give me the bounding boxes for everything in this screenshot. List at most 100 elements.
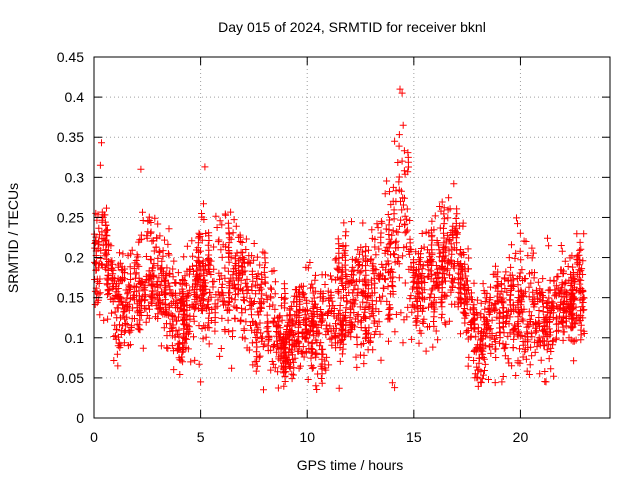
data-point (460, 251, 468, 259)
data-point (423, 257, 431, 265)
data-point (418, 274, 425, 282)
data-point (225, 258, 233, 266)
data-point (356, 303, 364, 311)
data-point (491, 379, 499, 387)
data-point (420, 243, 428, 251)
data-point (562, 308, 570, 315)
data-point (200, 216, 208, 223)
data-point (414, 307, 422, 315)
data-point (404, 303, 412, 311)
data-point (210, 243, 218, 251)
data-point (301, 311, 309, 319)
data-point (258, 335, 265, 343)
data-point (104, 281, 111, 289)
data-point (395, 131, 403, 139)
data-point (154, 283, 162, 291)
x-tick-label: 10 (299, 429, 315, 445)
data-point (109, 298, 117, 306)
data-point (354, 246, 362, 254)
data-point (180, 253, 188, 261)
data-point (407, 292, 415, 300)
data-point (405, 248, 413, 255)
data-point (100, 316, 108, 324)
data-point (397, 309, 405, 317)
data-point (516, 229, 524, 237)
data-point (359, 219, 367, 227)
data-point (511, 254, 519, 262)
data-point (253, 329, 261, 337)
data-point (391, 328, 399, 336)
data-point (579, 257, 587, 265)
data-point (127, 284, 134, 292)
data-point (112, 332, 119, 340)
data-point (252, 290, 260, 298)
data-point (539, 293, 547, 301)
data-point (428, 262, 436, 269)
plot-frame (93, 56, 611, 419)
data-point (141, 281, 149, 289)
data-point (569, 285, 576, 293)
data-point (198, 210, 205, 217)
data-point (391, 251, 399, 259)
data-point (470, 301, 478, 309)
data-point (226, 279, 234, 287)
data-point (102, 246, 110, 254)
data-point (128, 246, 136, 254)
data-point (379, 292, 387, 300)
data-point (269, 301, 277, 309)
data-point (346, 314, 354, 322)
data-point (539, 298, 546, 306)
data-point (531, 348, 539, 356)
data-point (175, 340, 183, 348)
data-point (447, 257, 455, 265)
data-point (312, 271, 319, 279)
data-point (478, 375, 486, 383)
data-point (267, 366, 275, 374)
data-point (507, 277, 515, 285)
data-point (221, 274, 229, 282)
data-point (549, 299, 557, 307)
data-point (319, 311, 327, 319)
data-point (469, 304, 477, 312)
data-point (470, 279, 478, 287)
data-point (289, 351, 296, 359)
data-point (319, 293, 327, 301)
data-point (379, 284, 387, 292)
data-point (309, 364, 317, 372)
data-point (246, 298, 254, 306)
data-point (577, 245, 585, 253)
data-point (342, 266, 350, 274)
data-point (227, 274, 235, 282)
data-point (114, 362, 122, 370)
data-point (415, 256, 423, 264)
data-point (309, 317, 317, 325)
data-point (396, 222, 403, 230)
data-point (465, 353, 473, 361)
data-point (479, 347, 487, 355)
data-point (420, 315, 428, 323)
data-point (271, 278, 279, 286)
data-point (266, 302, 274, 310)
data-point (543, 313, 551, 321)
data-point (322, 331, 330, 339)
data-point (392, 237, 400, 245)
data-point (392, 311, 400, 318)
data-point (430, 298, 438, 306)
data-point (370, 330, 378, 338)
data-point (147, 219, 155, 226)
data-point (324, 312, 331, 319)
data-point (271, 364, 279, 372)
data-point (183, 281, 190, 289)
data-point (522, 238, 530, 245)
data-point (281, 368, 289, 375)
data-point (95, 280, 103, 287)
data-point (428, 270, 436, 278)
data-point (554, 326, 562, 334)
data-point (376, 293, 383, 301)
data-point (536, 370, 544, 378)
data-point (155, 248, 163, 256)
data-point (382, 266, 390, 274)
data-point (331, 256, 339, 264)
data-point (509, 344, 517, 352)
